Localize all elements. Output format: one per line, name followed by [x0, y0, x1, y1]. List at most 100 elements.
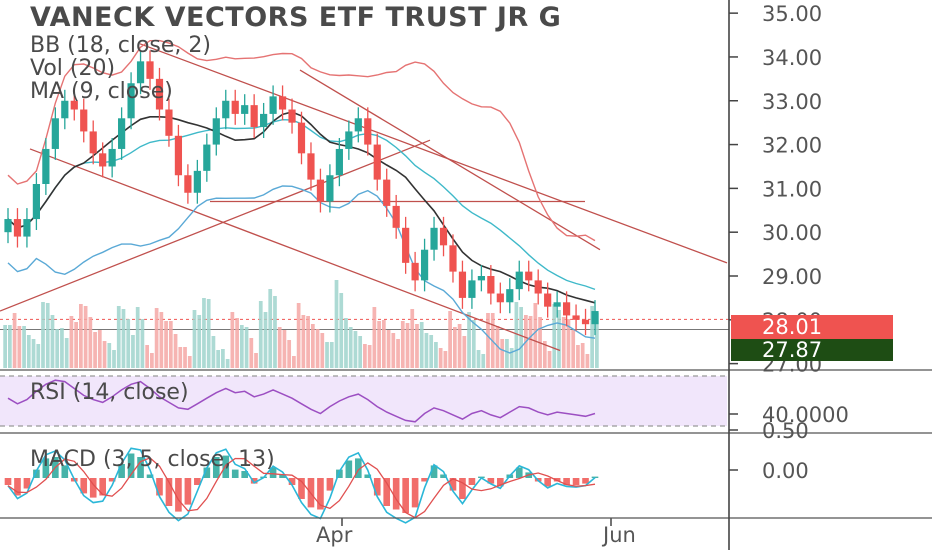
volume-bar: [434, 342, 438, 368]
candle-body: [430, 227, 438, 250]
candle-body: [335, 148, 343, 176]
volume-bar: [159, 312, 164, 368]
volume-bar: [206, 299, 211, 368]
macd-hist-bar: [411, 478, 419, 508]
macd-hist-bar: [288, 478, 296, 485]
macd-hist-bar: [591, 476, 599, 478]
candles: [4, 50, 599, 336]
candle-body: [326, 175, 334, 202]
volume-bar: [287, 340, 292, 368]
macd-hist-bar: [279, 474, 286, 478]
volume-bar: [178, 347, 183, 368]
macd-tick-label: 0.50: [762, 419, 809, 443]
prev-price-badge: [731, 339, 893, 361]
last-price-badge: [731, 315, 893, 339]
macd-hist-bar: [440, 474, 447, 478]
macd-hist-bar: [156, 478, 163, 496]
volume-bar: [126, 319, 131, 368]
candle-body: [165, 109, 173, 136]
macd-hist-bar: [402, 478, 409, 513]
trend-line: [0, 139, 431, 312]
candle-body: [316, 179, 325, 202]
volume-bar: [107, 343, 112, 368]
x-tick-label: Jun: [601, 523, 636, 547]
macd-legend[interactable]: MACD (3, 5, close, 13): [30, 447, 275, 472]
volume-bar: [140, 319, 145, 368]
volume-bar: [424, 333, 429, 368]
trend-line: [29, 148, 561, 352]
ma-legend[interactable]: MA (9, close): [30, 79, 173, 104]
macd-hist-bar: [430, 465, 438, 478]
bb-legend[interactable]: BB (18, close, 2): [30, 33, 211, 58]
volume-bar: [235, 318, 239, 368]
candle-body: [155, 78, 164, 110]
volume-bar: [329, 342, 334, 368]
volume-bar: [462, 336, 467, 368]
macd-hist-bar: [99, 478, 106, 496]
volume-bar: [500, 339, 505, 368]
volume-bar: [571, 330, 576, 368]
candle-body: [127, 83, 135, 119]
candle-body: [89, 131, 97, 154]
macd-hist-bar: [544, 478, 551, 487]
volume-bar: [419, 322, 424, 368]
volume-bar: [576, 345, 580, 368]
candle-body: [118, 118, 126, 149]
macd-hist-bar: [137, 457, 144, 478]
rsi-legend[interactable]: RSI (14, close): [30, 380, 189, 405]
candle-body: [591, 311, 599, 325]
candle-body: [487, 276, 495, 294]
macd-hist-bar: [89, 478, 97, 498]
volume-bar: [150, 353, 154, 368]
macd-hist-bar: [354, 458, 362, 478]
volume-bar: [239, 325, 244, 368]
volume-bar: [481, 354, 486, 368]
macd-hist-bar: [326, 478, 334, 491]
candle-body: [99, 153, 107, 167]
macd-hist-bar: [222, 455, 230, 478]
candle-body: [260, 113, 268, 128]
volume-bar: [211, 336, 216, 368]
volume-bar: [514, 302, 519, 368]
volume-bar: [88, 317, 93, 368]
volume-bar: [202, 298, 206, 368]
price-axis: 35.0034.0033.0032.0031.0030.0029.0028.00…: [316, 2, 849, 547]
macd-hist-bar: [269, 467, 277, 478]
volume-bar: [452, 327, 457, 368]
trend-line: [299, 69, 601, 251]
candle-body: [51, 118, 59, 149]
volume-bar: [415, 324, 419, 368]
volume-bar: [585, 354, 590, 368]
volume-bar: [79, 304, 83, 368]
volume-bar: [154, 308, 159, 368]
volume-bar: [268, 289, 273, 368]
volume-bar: [83, 306, 88, 368]
volume-bar: [391, 333, 396, 368]
macd-hist-bar: [194, 478, 201, 485]
macd-hist-bar: [231, 469, 239, 478]
volume-bar: [230, 312, 235, 368]
volume-bar: [192, 310, 197, 368]
volume-bar: [216, 350, 221, 368]
volume-bar: [121, 309, 126, 368]
macd-hist-bar: [553, 478, 561, 482]
volume-bar: [292, 356, 296, 368]
candle-body: [373, 144, 381, 180]
macd-hist-bar: [497, 478, 504, 487]
macd-hist-bar: [212, 457, 220, 478]
macd-hist-bar: [184, 478, 192, 505]
volume-bar: [26, 335, 31, 368]
volume-bar: [561, 317, 566, 368]
volume-bar: [12, 313, 17, 368]
volume-bar: [580, 343, 585, 368]
volume-bar: [590, 306, 594, 368]
volume-bar: [112, 350, 116, 368]
price-tick-label: 35.00: [762, 2, 822, 26]
candle-body: [269, 96, 277, 114]
candle-body: [439, 227, 448, 246]
volume-legend[interactable]: Vol (20): [30, 56, 116, 81]
volume-bar: [566, 319, 571, 368]
macd-hist-bar: [563, 478, 570, 485]
macd-tick-label: 0.00: [762, 459, 809, 483]
